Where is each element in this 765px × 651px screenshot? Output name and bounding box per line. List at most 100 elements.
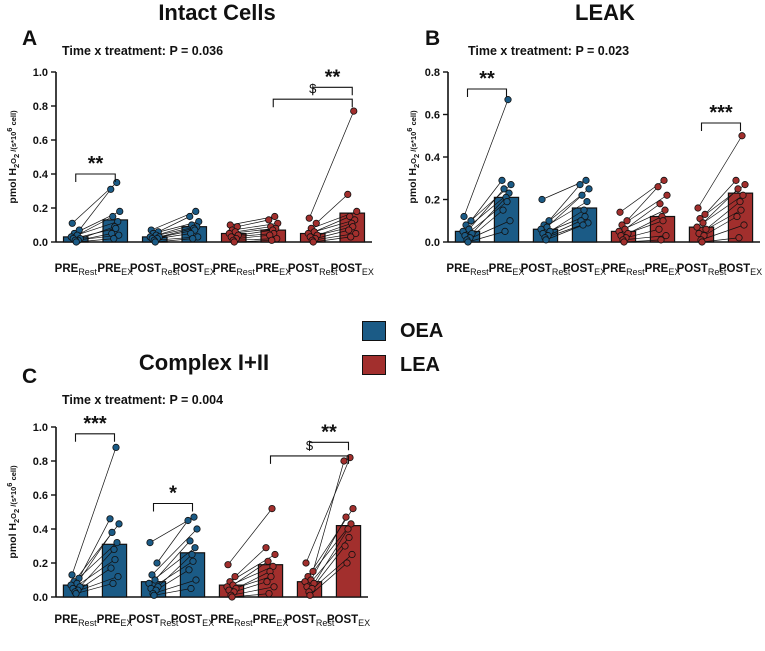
x-tick-label: PREEX (97, 263, 133, 277)
x-tick-label-base: PRE (210, 614, 234, 626)
paired-line (701, 237, 740, 243)
data-point (268, 236, 276, 244)
significance-bracket (312, 86, 353, 96)
x-tick-label-sub: Rest (78, 618, 97, 628)
x-tick-label-base: PRE (213, 263, 237, 275)
data-point (503, 198, 511, 206)
significance-bracket (272, 98, 353, 108)
data-point (352, 229, 360, 238)
panel-subtitle: Time x treatment: P = 0.023 (468, 44, 629, 58)
data-point (585, 185, 593, 193)
panel-subtitle: Time x treatment: P = 0.036 (62, 44, 223, 58)
significance-bracket (269, 455, 350, 464)
x-tick-label-sub: EX (358, 618, 370, 628)
data-point (264, 557, 272, 565)
paired-line (317, 222, 352, 236)
paired-line (78, 189, 112, 231)
data-point (341, 542, 349, 550)
paired-line (154, 540, 191, 581)
x-tick-label: PRERest (55, 263, 98, 277)
paired-line (230, 586, 275, 596)
paired-line (156, 520, 189, 564)
data-point (191, 544, 199, 552)
x-tick-label: POSTEX (331, 263, 374, 277)
x-tick-label-base: PRE (55, 263, 79, 275)
data-point (72, 589, 80, 598)
data-point (349, 504, 357, 513)
paired-line (238, 229, 273, 236)
data-point (346, 212, 354, 221)
paired-line (467, 231, 506, 243)
x-tick-label-sub: EX (512, 267, 524, 277)
data-point (268, 504, 276, 513)
y-axis-label-part: pmol H (7, 168, 19, 204)
data-point (187, 584, 195, 593)
paired-line (237, 219, 269, 228)
data-point (506, 217, 514, 225)
data-point (110, 545, 118, 554)
paired-line (310, 516, 347, 581)
y-axis-label-part: pmol H (7, 523, 19, 559)
x-tick-label: PRERest (213, 263, 256, 277)
data-point (504, 96, 512, 104)
y-axis-label: pmol H2O2 /(s*106 cell) (5, 110, 21, 204)
x-tick-label: POSTEX (171, 614, 214, 628)
x-tick-label-base: POST (285, 614, 316, 626)
significance-label: ** (325, 66, 341, 88)
x-tick-label-base: PRE (54, 614, 78, 626)
paired-line (77, 216, 113, 236)
y-axis-label-part: pmol H (407, 168, 419, 204)
data-point (107, 185, 115, 193)
y-axis-label-part: cell) (409, 110, 418, 128)
x-tick-label: POSTEX (563, 263, 606, 277)
paired-line (624, 203, 661, 230)
x-tick-label-base: POST (521, 263, 552, 275)
data-point (115, 231, 123, 239)
data-point (655, 225, 663, 233)
data-point (654, 183, 662, 191)
paired-line (155, 238, 193, 243)
data-point (657, 236, 665, 244)
paired-line (235, 571, 271, 589)
x-tick-label-sub: EX (204, 267, 216, 277)
data-point (659, 217, 667, 225)
data-point (699, 219, 707, 227)
paired-line (159, 228, 194, 238)
data-point (185, 566, 193, 574)
x-tick-label-sub: Rest (552, 267, 571, 277)
data-point (302, 559, 310, 567)
data-point (702, 225, 710, 233)
paired-line (75, 583, 114, 594)
paired-line (547, 220, 582, 236)
data-point (344, 525, 352, 533)
x-tick-label-sub: Rest (161, 267, 180, 277)
y-axis-label-part: 2 (12, 154, 21, 158)
y-tick-label: 0.2 (425, 195, 440, 207)
y-axis-label-part: /(s*10 (409, 132, 418, 154)
data-point (306, 591, 314, 599)
data-point (113, 538, 121, 547)
x-tick-label-base: POST (173, 263, 204, 275)
significance-label: ** (479, 68, 495, 90)
data-point (347, 233, 355, 241)
y-tick-label: 0.2 (33, 203, 48, 215)
significance-label: * (169, 483, 177, 505)
x-tick-label: POSTRest (130, 263, 180, 277)
paired-line (236, 234, 270, 239)
x-tick-label-sub: Rest (626, 267, 645, 277)
data-point (309, 567, 317, 576)
data-point (309, 238, 317, 246)
paired-line (549, 209, 585, 232)
paired-line (233, 581, 268, 593)
panel-c: C Complex I+II Time x treatment: P = 0.004… (5, 350, 370, 628)
data-point (662, 232, 670, 240)
data-point (740, 221, 748, 229)
x-tick-label-sub: EX (202, 618, 214, 628)
paired-line (79, 549, 115, 588)
paired-line (622, 235, 667, 241)
x-tick-label-sub: EX (279, 267, 291, 277)
paired-line (627, 216, 663, 234)
x-tick-label: POSTRest (677, 263, 727, 277)
data-point (663, 191, 671, 199)
